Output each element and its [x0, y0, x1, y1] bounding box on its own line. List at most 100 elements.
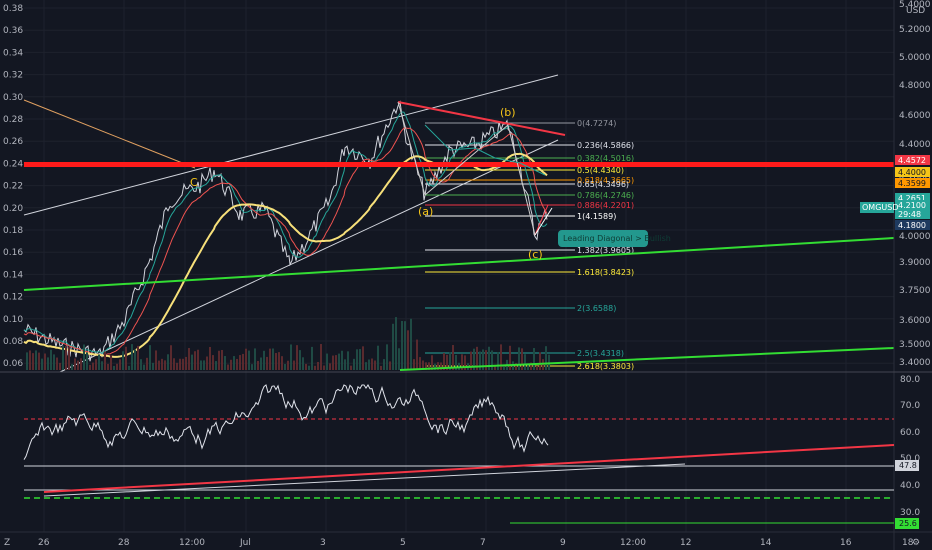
- volume-bar: [464, 355, 466, 370]
- volume-bar: [509, 345, 511, 370]
- volume-bar: [443, 353, 445, 370]
- volume-bar: [482, 349, 484, 370]
- volume-bar: [86, 352, 88, 370]
- zoom-reset-icon[interactable]: Z: [4, 538, 10, 548]
- rsi-axis-tick: 30.0: [900, 508, 920, 518]
- price-tag-bg: [895, 220, 930, 230]
- volume-bar: [335, 355, 337, 370]
- rsi-axis[interactable]: 80.0 70.0 60.0 50.0 40.0 30.0: [900, 375, 920, 518]
- symbol-tag: OMGUSD: [862, 203, 899, 212]
- x-axis-tick: Jul: [239, 538, 251, 548]
- right-axis-tick: 4.0000: [899, 232, 931, 242]
- volume-bar: [548, 354, 550, 370]
- volume-bar: [476, 346, 478, 370]
- volume-bar: [71, 364, 73, 370]
- volume-bar: [143, 364, 145, 370]
- volume-bar: [287, 360, 289, 370]
- volume-bar: [527, 363, 529, 370]
- volume-bar: [44, 353, 46, 370]
- volume-bar: [281, 356, 283, 370]
- volume-bar: [347, 351, 349, 370]
- price-series: [23, 100, 548, 362]
- volume-bar: [188, 348, 190, 370]
- left-axis-tick: 0.22: [3, 182, 23, 192]
- volume-bar: [359, 349, 361, 370]
- right-axis-bg: [894, 0, 932, 550]
- fib-level-label: 0.618(4.3665): [577, 176, 634, 185]
- rsi-trendline-white[interactable]: [43, 463, 686, 497]
- volume-bar: [95, 359, 97, 370]
- volume-bar: [89, 364, 91, 370]
- rsi-trendline-red[interactable]: [43, 444, 895, 493]
- volume-bar: [152, 362, 154, 370]
- fib-level-label: 0.786(4.2746): [577, 191, 634, 200]
- time-axis[interactable]: 26 28 12:00 Jul 3 5 7 9 12:00 12 14 16 18: [38, 538, 914, 548]
- settings-gear-icon[interactable]: ⚙: [912, 538, 920, 548]
- right-axis-tick: 3.7500: [899, 286, 931, 296]
- volume-bar: [47, 357, 49, 370]
- right-axis-tick: 5.2000: [899, 25, 931, 35]
- volume-bar: [197, 349, 199, 370]
- abc-wave-path[interactable]: [397, 101, 536, 236]
- resistance-band[interactable]: [24, 162, 894, 167]
- volume-bar: [164, 360, 166, 370]
- wave-b-resistance[interactable]: [397, 101, 566, 136]
- left-price-axis[interactable]: 0.38 0.36 0.34 0.32 0.30 0.28 0.26 0.24 0.22 0.20…: [3, 4, 23, 369]
- volume-bar: [536, 365, 538, 370]
- volume-bar: [368, 359, 370, 370]
- volume-bar: [395, 317, 397, 370]
- volume-bar: [101, 361, 103, 370]
- main-panel[interactable]: 0(4.7274) 0.236(4.5866) 0.382(4.5016) 0.5(4…: [23, 0, 909, 532]
- volume-bars: [26, 317, 550, 370]
- x-axis-tick: 14: [760, 538, 772, 548]
- channel-upper-line[interactable]: [23, 74, 559, 216]
- volume-bar: [227, 364, 229, 370]
- left-axis-tick: 0.18: [3, 226, 23, 236]
- volume-bar: [446, 354, 448, 370]
- volume-bar: [269, 348, 271, 370]
- right-axis-tick: 5.4000: [899, 0, 931, 10]
- rsi-panel[interactable]: 80.0 70.0 60.0 50.0 40.0 30.0 47.8 25.6: [23, 375, 920, 529]
- volume-bar: [356, 349, 358, 370]
- annotation-bubble[interactable]: [558, 230, 648, 247]
- x-axis-tick: 12:00: [620, 538, 646, 548]
- volume-bar: [68, 346, 70, 370]
- volume-bar: [389, 361, 391, 370]
- volume-bar: [194, 351, 196, 370]
- volume-bar: [203, 360, 205, 370]
- volume-bar: [299, 350, 301, 370]
- right-axis-tick: 3.6000: [899, 316, 931, 326]
- volume-bar: [170, 345, 172, 370]
- support-line-upper[interactable]: [23, 237, 895, 291]
- support-line-lower[interactable]: [399, 347, 895, 371]
- volume-bar: [38, 352, 40, 370]
- volume-bar: [470, 351, 472, 370]
- volume-bar: [497, 351, 499, 370]
- volume-bar: [365, 362, 367, 370]
- volume-bar: [56, 357, 58, 370]
- leading-diagonal-white[interactable]: [534, 207, 553, 236]
- volume-bar: [503, 364, 505, 370]
- left-axis-tick: 0.36: [3, 26, 23, 36]
- volume-bar: [182, 358, 184, 370]
- leading-diagonal-red[interactable]: [534, 204, 549, 236]
- volume-bar: [332, 355, 334, 370]
- volume-bar: [50, 349, 52, 370]
- volume-bar: [83, 344, 85, 370]
- volume-bar: [128, 365, 130, 370]
- orange-trendline[interactable]: [23, 99, 196, 169]
- volume-bar: [320, 344, 322, 370]
- ma-fast-line: [23, 111, 548, 355]
- volume-bar: [344, 359, 346, 370]
- left-axis-tick: 0.28: [3, 115, 23, 125]
- x-axis-tick: 12: [680, 538, 691, 548]
- volume-bar: [404, 321, 406, 370]
- volume-bar: [329, 363, 331, 370]
- volume-bar: [173, 358, 175, 370]
- volume-bar: [491, 350, 493, 370]
- fib-level-label: 2.5(3.4318): [577, 349, 624, 358]
- volume-bar: [338, 353, 340, 370]
- volume-bar: [119, 359, 121, 370]
- channel-lower-line[interactable]: [59, 139, 559, 373]
